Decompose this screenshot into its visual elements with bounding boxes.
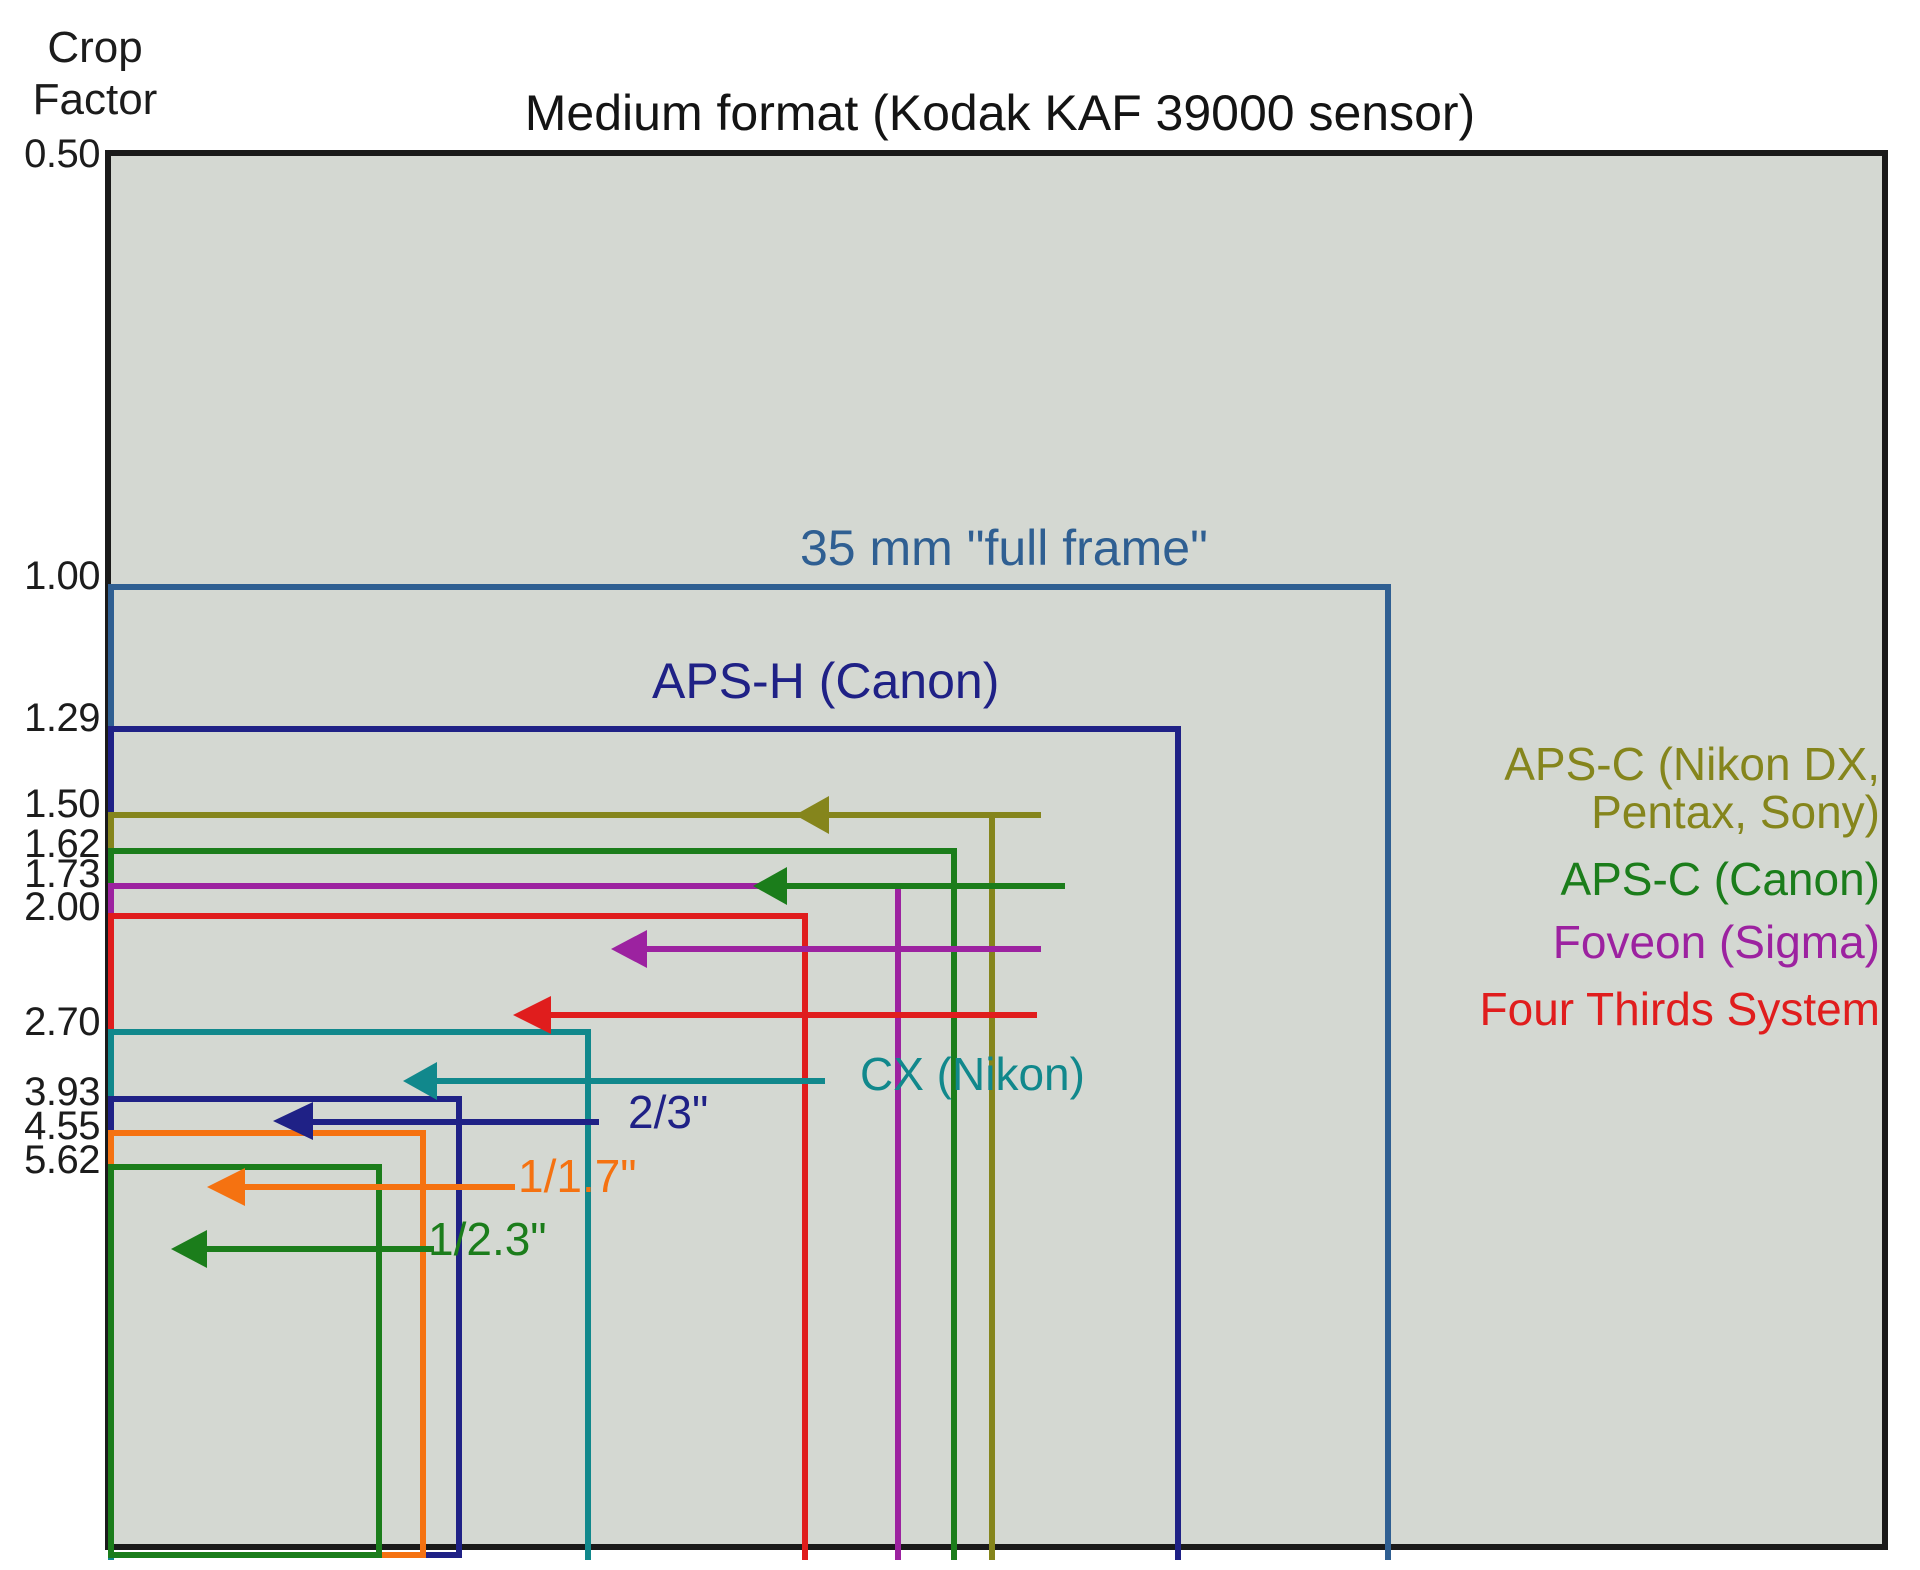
label-one-two-point-three: 1/2.3" <box>428 1213 547 1265</box>
arrow-head-foveon <box>611 930 647 968</box>
label-foveon: Foveon (Sigma) <box>1552 916 1880 968</box>
tick-label-1-73: 1.73 <box>24 852 100 896</box>
arrow-head-aps-c-canon <box>753 867 787 905</box>
leader-line-foveon <box>643 946 1041 952</box>
medium-format-sensor-rect <box>105 150 1888 1560</box>
arrow-head-four-thirds <box>513 996 551 1034</box>
leader-line-one-two-point-three <box>204 1246 434 1252</box>
label-aps-h: APS-H (Canon) <box>652 653 1000 709</box>
tick-label-4-55: 4.55 <box>24 1104 100 1148</box>
tick-label-1-00: 1.00 <box>24 554 100 598</box>
leader-line-one-point-seven <box>241 1184 515 1190</box>
label-full-frame: 35 mm "full frame" <box>800 520 1208 576</box>
tick-label-1-29: 1.29 <box>24 696 100 740</box>
leader-line-four-thirds <box>547 1012 1037 1018</box>
arrow-head-aps-c-nikon <box>795 796 829 834</box>
arrow-head-one-point-seven <box>207 1168 245 1206</box>
arrow-head-cx-nikon <box>403 1062 437 1100</box>
label-four-thirds: Four Thirds System <box>1479 983 1880 1035</box>
tick-label-1-62: 1.62 <box>24 822 100 866</box>
sensor-rect-one-two-point-three <box>108 1164 382 1558</box>
leader-line-aps-c-canon <box>783 883 1065 889</box>
arrow-head-two-thirds <box>273 1102 313 1140</box>
tick-label-5-62: 5.62 <box>24 1138 100 1182</box>
leader-line-cx-nikon <box>433 1078 825 1084</box>
tick-label-2-70: 2.70 <box>24 1000 100 1044</box>
tick-label-1-50: 1.50 <box>24 782 100 826</box>
label-cx-nikon: CX (Nikon) <box>860 1048 1085 1100</box>
arrow-head-one-two-point-three <box>171 1230 207 1268</box>
label-two-thirds: 2/3" <box>628 1086 709 1138</box>
label-one-point-seven: 1/1.7" <box>518 1150 637 1202</box>
leader-line-two-thirds <box>309 1119 599 1125</box>
label-aps-c-canon: APS-C (Canon) <box>1560 853 1880 905</box>
crop-factor-axis-title: Crop Factor <box>32 23 158 124</box>
label-aps-c-nikon: APS-C (Nikon DX, Pentax, Sony) <box>1504 738 1880 839</box>
tick-label-0-50: 0.50 <box>24 132 100 176</box>
leader-line-aps-c-nikon <box>823 812 1041 818</box>
tick-label-2-00: 2.00 <box>24 885 100 929</box>
tick-label-3-93: 3.93 <box>24 1070 100 1114</box>
chart-title: Medium format (Kodak KAF 39000 sensor) <box>524 85 1476 141</box>
